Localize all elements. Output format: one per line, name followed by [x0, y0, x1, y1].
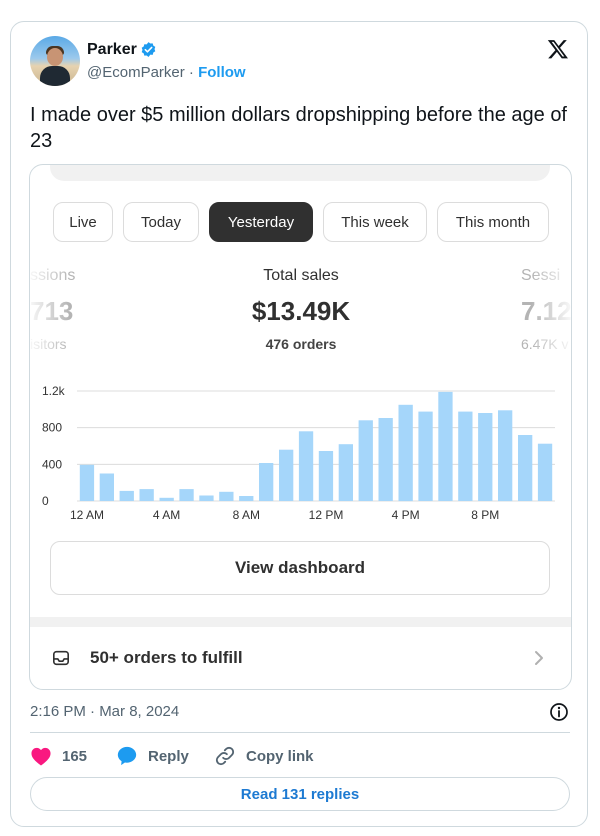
orders-count: 476 orders [265, 336, 337, 352]
chart-bar [298, 431, 314, 501]
chart-bar [438, 391, 453, 501]
x-tick-label: 12 PM [309, 508, 344, 522]
like-count: 165 [62, 747, 88, 765]
chart-bar [199, 495, 214, 501]
chart-bar [537, 443, 553, 501]
speech-bubble-icon [117, 746, 137, 766]
app-top-bar [50, 165, 550, 181]
chart-bar [119, 490, 134, 501]
chart-bar [318, 451, 334, 501]
chart-bar [179, 489, 194, 501]
x-tick-label: 12 AM [70, 508, 104, 522]
reply-button[interactable]: Reply [116, 742, 189, 770]
x-tick-label: 4 PM [392, 508, 420, 522]
chart-bar [398, 404, 413, 502]
reply-label: Reply [148, 747, 189, 765]
hourly-sales-chart: 0 400 800 1.2k 12 AM 4 AM 8 AM 12 PM 4 PM 8 PM [42, 384, 555, 522]
tab-live[interactable]: Live [53, 202, 113, 242]
x-logo-icon[interactable] [547, 38, 569, 60]
orders-to-fulfill-label: 50+ orders to fulfill [90, 648, 243, 667]
total-sales-value: $13.49K [251, 296, 351, 326]
copy-link-label: Copy link [246, 747, 314, 765]
y-tick-label: 400 [42, 457, 62, 471]
x-tick-label: 8 AM [233, 508, 260, 522]
tweet-text: I made over $5 million dollars dropshipp… [30, 104, 567, 152]
view-dashboard-button[interactable]: View dashboard [50, 541, 550, 595]
chart-bar [79, 464, 95, 501]
chart-bar [478, 413, 493, 501]
inbox-icon [52, 650, 70, 666]
tab-today[interactable]: Today [123, 202, 199, 242]
x-tick-label: 8 PM [471, 508, 499, 522]
left-fade [30, 260, 70, 360]
chart-bar [259, 463, 274, 501]
y-tick-label: 1.2k [42, 384, 66, 398]
orders-to-fulfill-row[interactable]: 50+ orders to fulfill [30, 627, 571, 689]
y-tick-label: 800 [42, 421, 62, 435]
chart-bar [239, 496, 254, 501]
tab-this-month[interactable]: This month [437, 202, 549, 242]
chart-bar [498, 410, 513, 502]
read-replies-button[interactable]: Read 131 replies [30, 777, 570, 811]
copy-link-button[interactable]: Copy link [214, 742, 314, 770]
media-screenshot[interactable]: Live Today Yesterday This week This mont… [29, 164, 572, 690]
total-sales-label: Total sales [263, 267, 339, 284]
y-tick-label: 0 [42, 494, 49, 508]
author-name[interactable]: Parker [87, 41, 137, 58]
chevron-right-icon [535, 651, 543, 665]
chart-bar [279, 449, 294, 501]
x-tick-label: 4 AM [153, 508, 180, 522]
right-fade [531, 260, 571, 360]
chart-bar [219, 491, 234, 501]
follow-button[interactable]: Follow [198, 64, 246, 81]
chart-bar [338, 444, 353, 501]
handle-separator: · [188, 64, 194, 81]
chart-bar [518, 435, 533, 501]
tab-yesterday[interactable]: Yesterday [209, 202, 313, 242]
tweet-timestamp[interactable]: 2:16 PM · Mar 8, 2024 [30, 703, 180, 720]
tab-this-week[interactable]: This week [323, 202, 427, 242]
section-divider [30, 617, 571, 627]
author-handle[interactable]: @EcomParker [87, 64, 185, 81]
like-button[interactable]: 165 [30, 742, 87, 770]
chart-bar [159, 497, 174, 501]
verified-badge-icon [141, 42, 156, 57]
chart-bar [139, 489, 154, 501]
info-icon[interactable] [549, 702, 569, 722]
link-icon [215, 746, 235, 766]
avatar[interactable] [30, 36, 80, 86]
chart-bar [378, 418, 393, 501]
chart-bar [458, 411, 473, 501]
engagement-bar: 165 Reply Copy link [30, 742, 570, 770]
chart-bar [418, 411, 433, 501]
divider-line [30, 732, 570, 733]
chart-bar [358, 420, 373, 501]
heart-icon [31, 747, 51, 766]
chart-bar [99, 473, 114, 501]
